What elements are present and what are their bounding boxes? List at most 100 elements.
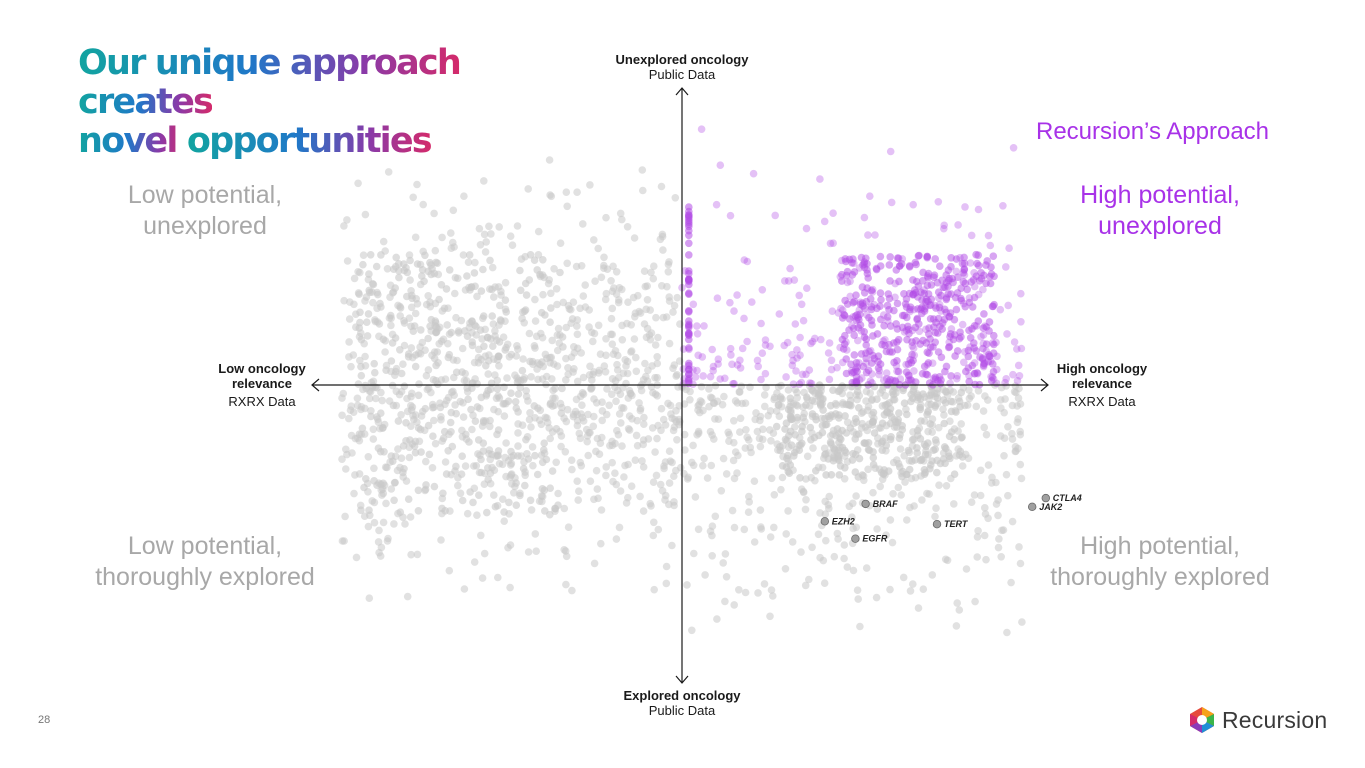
scatter-point xyxy=(396,304,405,312)
scatter-point xyxy=(626,389,635,398)
scatter-point xyxy=(479,417,488,425)
scatter-point xyxy=(521,481,529,490)
scatter-point xyxy=(722,470,731,478)
scatter-point xyxy=(822,471,830,479)
scatter-point xyxy=(869,488,877,497)
scatter-point xyxy=(685,317,693,325)
scatter-point xyxy=(916,456,925,465)
scatter-point xyxy=(501,346,510,354)
scatter-point xyxy=(689,300,698,309)
scatter-point xyxy=(833,363,841,372)
scatter-point xyxy=(422,457,430,466)
scatter-point xyxy=(921,468,929,477)
scatter-point xyxy=(990,340,998,349)
scatter-point xyxy=(663,282,671,291)
scatter-point xyxy=(953,372,962,380)
scatter-point xyxy=(465,251,474,259)
scatter-point xyxy=(644,366,652,375)
scatter-point xyxy=(424,292,433,300)
scatter-point xyxy=(788,361,797,370)
scatter-point xyxy=(882,441,891,450)
scatter-point xyxy=(909,580,917,588)
scatter-point xyxy=(975,277,984,285)
scatter-point xyxy=(568,315,577,323)
scatter-point xyxy=(957,420,965,428)
scatter-point xyxy=(950,435,958,444)
scatter-point xyxy=(865,446,874,455)
scatter-point xyxy=(413,300,422,308)
scatter-point xyxy=(1004,423,1012,431)
scatter-point xyxy=(873,395,881,404)
scatter-point xyxy=(996,432,1005,440)
scatter-point xyxy=(386,311,395,320)
scatter-point xyxy=(470,462,478,470)
scatter-point xyxy=(893,254,902,262)
scatter-point xyxy=(987,479,996,487)
scatter-point xyxy=(628,415,636,423)
scatter-point xyxy=(685,359,693,368)
scatter-point xyxy=(639,463,648,471)
scatter-point xyxy=(357,335,366,344)
scatter-point xyxy=(864,231,872,239)
scatter-point xyxy=(470,358,479,367)
scatter-point xyxy=(495,394,504,402)
scatter-point xyxy=(538,497,546,506)
scatter-point xyxy=(666,401,675,410)
scatter-point xyxy=(760,391,769,399)
scatter-point xyxy=(367,407,375,415)
scatter-point xyxy=(801,581,810,590)
scatter-point xyxy=(602,463,610,471)
scatter-point xyxy=(937,353,946,362)
scatter-point xyxy=(538,375,547,383)
scatter-point xyxy=(470,558,479,566)
scatter-point xyxy=(935,423,943,432)
quadrant-top-left-line1: Low potential, xyxy=(127,181,283,209)
scatter-point xyxy=(754,362,762,371)
scatter-point xyxy=(367,412,375,421)
scatter-point xyxy=(812,467,820,475)
scatter-point xyxy=(558,384,566,393)
scatter-point xyxy=(997,383,1006,392)
scatter-point xyxy=(665,297,674,305)
scatter-point xyxy=(403,592,412,601)
scatter-point xyxy=(389,265,398,274)
scatter-point xyxy=(636,404,645,413)
scatter-point xyxy=(588,376,596,384)
scatter-point xyxy=(664,268,673,276)
scatter-point xyxy=(377,409,385,418)
scatter-point xyxy=(946,379,954,388)
scatter-point xyxy=(484,475,493,484)
scatter-point xyxy=(684,473,692,482)
scatter-point xyxy=(491,502,500,511)
scatter-point xyxy=(926,420,934,428)
scatter-point xyxy=(740,256,749,264)
scatter-point xyxy=(400,382,409,391)
scatter-point xyxy=(390,496,398,505)
scatter-point xyxy=(878,419,887,428)
scatter-point xyxy=(463,384,472,392)
scatter-point xyxy=(478,574,487,582)
scatter-point xyxy=(963,401,972,409)
scatter-point xyxy=(985,327,993,335)
scatter-point xyxy=(964,346,973,355)
scatter-point xyxy=(554,489,562,498)
scatter-point xyxy=(730,523,739,532)
scatter-point xyxy=(854,595,862,603)
scatter-point xyxy=(480,177,488,185)
scatter-point xyxy=(507,447,515,456)
scatter-point xyxy=(885,409,894,417)
scatter-point xyxy=(893,299,902,308)
scatter-point xyxy=(357,403,366,411)
scatter-point xyxy=(989,302,997,311)
scatter-point xyxy=(820,217,829,226)
scatter-point xyxy=(941,459,949,468)
scatter-point xyxy=(524,455,533,463)
scatter-point xyxy=(395,273,403,282)
scatter-point xyxy=(759,425,767,434)
scatter-point xyxy=(540,439,548,448)
scatter-point xyxy=(431,246,440,255)
scatter-point xyxy=(430,403,438,412)
scatter-point xyxy=(632,367,641,376)
scatter-point xyxy=(338,455,346,464)
title-line2-b: opportunities xyxy=(186,121,433,161)
